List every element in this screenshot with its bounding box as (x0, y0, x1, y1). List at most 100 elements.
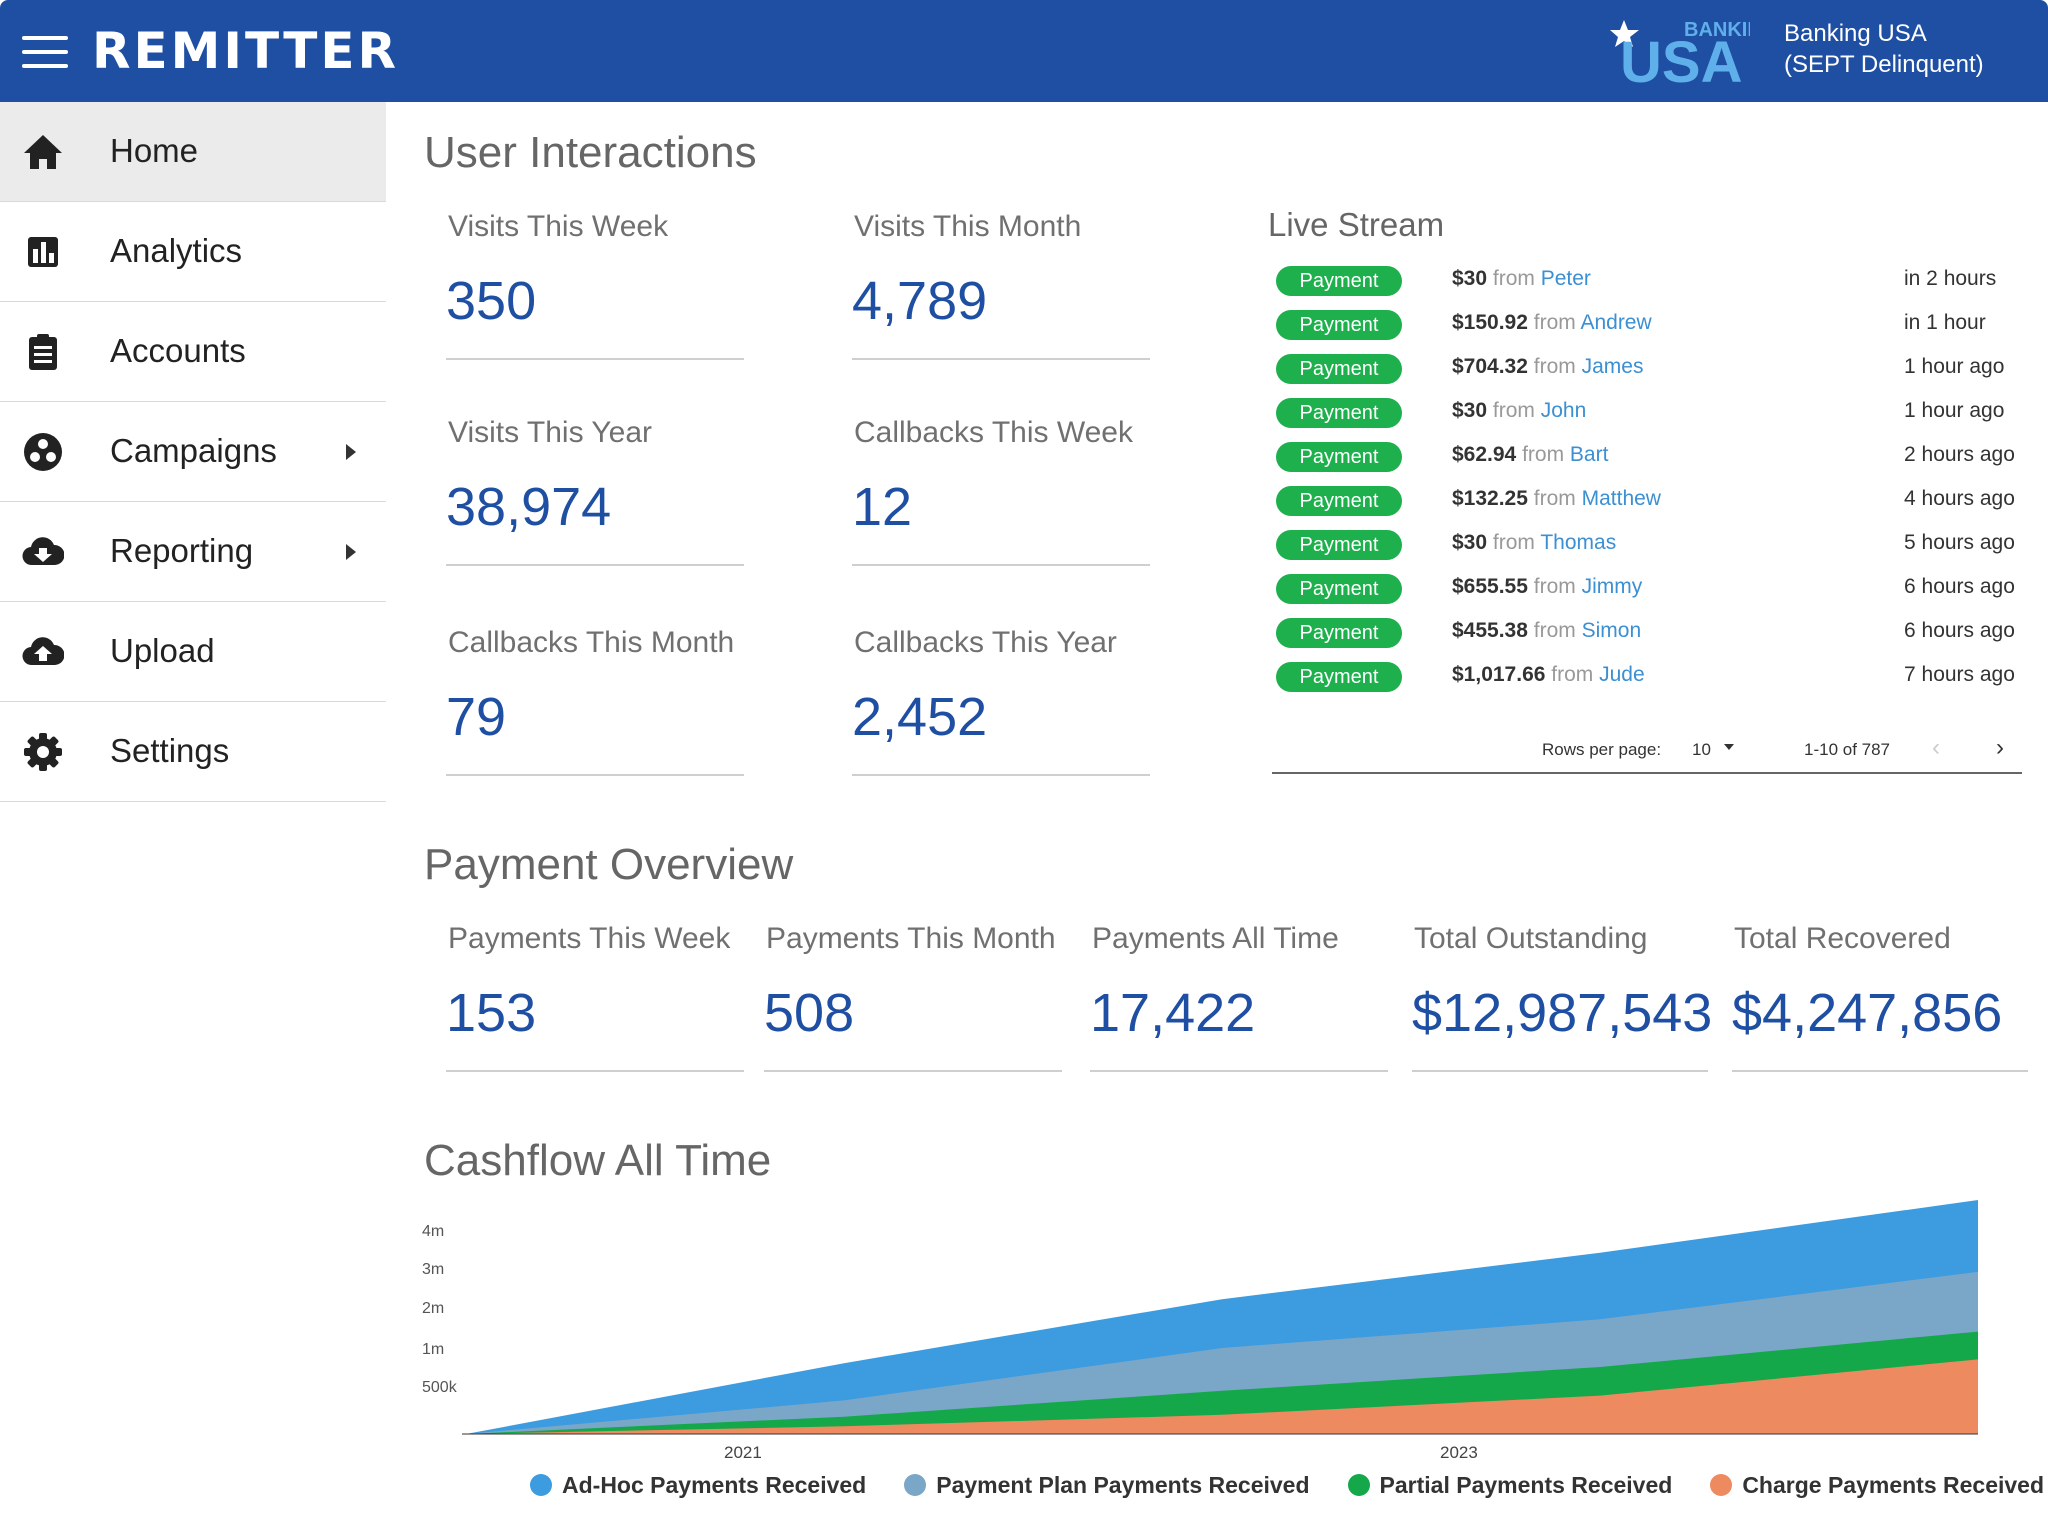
stream-from: from (1533, 619, 1576, 642)
list-item[interactable]: Payment $704.32 from James 1 hour ago (1272, 350, 2022, 394)
rows-per-page-label: Rows per page: (1542, 740, 1662, 759)
list-item[interactable]: Payment $62.94 from Bart 2 hours ago (1272, 438, 2022, 482)
stream-time: 1 hour ago (1904, 355, 2005, 378)
legend-label: Partial Payments Received (1379, 1472, 1673, 1498)
list-item[interactable]: Payment $30 from Thomas 5 hours ago (1272, 526, 2022, 570)
prev-page-button[interactable]: ‹ (1932, 734, 1940, 761)
stream-payer-link[interactable]: James (1581, 355, 1644, 378)
stream-amount: $30 (1452, 399, 1488, 422)
hamburger-menu-icon[interactable] (22, 36, 68, 68)
stat-value: 4,789 (852, 271, 988, 331)
sidebar-item-settings[interactable]: Settings (0, 702, 386, 802)
legend-dot-icon (904, 1474, 927, 1496)
x-tick-label: 2021 (724, 1443, 762, 1462)
list-item[interactable]: Payment $30 from Peter in 2 hours (1272, 262, 2022, 306)
campaign-icon (24, 433, 62, 471)
sidebar-item-home[interactable]: Home (0, 102, 386, 202)
next-page-button[interactable]: › (1996, 734, 2004, 761)
stream-time: 7 hours ago (1904, 663, 2015, 686)
stream-time: 1 hour ago (1904, 399, 2005, 422)
sidebar-item-label: Upload (110, 632, 215, 669)
chart-legend: Ad-Hoc Payments Received Payment Plan Pay… (530, 1472, 2048, 1502)
list-item[interactable]: Payment $455.38 from Simon 6 hours ago (1272, 614, 2022, 658)
stream-from: from (1522, 443, 1565, 466)
legend-dot-icon (1710, 1474, 1733, 1496)
stat-payments-all-time: Payments All Time 17,422 (1090, 922, 1388, 1072)
stat-value: 17,422 (1090, 983, 1256, 1043)
y-tick-label: 1m (422, 1341, 444, 1358)
stat-payments-month: Payments This Month 508 (764, 922, 1062, 1072)
sidebar-item-accounts[interactable]: Accounts (0, 302, 386, 402)
stream-time: in 1 hour (1904, 311, 1986, 334)
stat-label: Visits This Week (448, 210, 669, 243)
pagination-range: 1-10 of 787 (1804, 740, 1891, 759)
stream-text: $30 from Thomas (1452, 531, 1616, 555)
stream-payer-link[interactable]: John (1540, 399, 1587, 422)
stream-payer-link[interactable]: Jimmy (1581, 575, 1643, 598)
stream-payer-link[interactable]: Andrew (1580, 311, 1652, 334)
payment-overview-title: Payment Overview (424, 840, 794, 889)
stat-label: Total Recovered (1734, 922, 1951, 955)
stream-amount: $132.25 (1452, 487, 1528, 510)
sidebar-item-label: Campaigns (110, 432, 277, 469)
sidebar-item-analytics[interactable]: Analytics (0, 202, 386, 302)
list-item[interactable]: Payment $150.92 from Andrew in 1 hour (1272, 306, 2022, 350)
live-stream-title: Live Stream (1268, 206, 1445, 243)
stream-payer-link[interactable]: Bart (1569, 443, 1609, 466)
list-item[interactable]: Payment $30 from John 1 hour ago (1272, 394, 2022, 438)
stat-value: 153 (446, 983, 537, 1043)
sidebar-item-upload[interactable]: Upload (0, 602, 386, 702)
list-item[interactable]: Payment $132.25 from Matthew 4 hours ago (1272, 482, 2022, 526)
sidebar-item-reporting[interactable]: Reporting (0, 502, 386, 602)
sidebar-item-label: Analytics (110, 232, 243, 269)
y-tick-label: 500k (422, 1379, 458, 1396)
table-pagination: Rows per page: 10 1-10 of 787 ‹ › (1272, 724, 2022, 774)
legend-label: Charge Payments Received (1742, 1472, 2045, 1498)
stat-label: Visits This Month (854, 210, 1082, 243)
stream-text: $132.25 from Matthew (1452, 487, 1661, 511)
sidebar-nav: Home Analytics Accounts Campaigns (0, 102, 386, 802)
legend-item[interactable]: Partial Payments Received (1347, 1472, 1673, 1499)
legend-item[interactable]: Charge Payments Received (1710, 1472, 2044, 1499)
stream-payer-link[interactable]: Peter (1540, 267, 1591, 290)
app-header: REMITTER BANKING USA Banking USA (SEPT D… (0, 0, 2048, 102)
stat-label: Total Outstanding (1414, 922, 1648, 955)
stat-payments-week: Payments This Week 153 (446, 922, 744, 1072)
stream-from: from (1533, 355, 1576, 378)
stat-label: Callbacks This Month (448, 626, 735, 659)
legend-item[interactable]: Payment Plan Payments Received (904, 1472, 1310, 1499)
payment-badge: Payment (1276, 266, 1402, 296)
list-item[interactable]: Payment $1,017.66 from Jude 7 hours ago (1272, 658, 2022, 702)
stream-payer-link[interactable]: Jude (1599, 663, 1645, 686)
y-tick-label: 2m (422, 1300, 444, 1317)
stream-time: 2 hours ago (1904, 443, 2015, 466)
gear-icon (24, 733, 62, 771)
payment-badge: Payment (1276, 354, 1402, 384)
stream-payer-link[interactable]: Simon (1581, 619, 1642, 642)
clipboard-icon (29, 334, 57, 370)
legend-item[interactable]: Ad-Hoc Payments Received (530, 1472, 866, 1499)
svg-text:USA: USA (1620, 30, 1742, 86)
rows-per-page-select[interactable]: 10 (1692, 740, 1711, 759)
list-item[interactable]: Payment $655.55 from Jimmy 6 hours ago (1272, 570, 2022, 614)
expand-arrow-icon[interactable] (346, 444, 356, 460)
stat-visits-week: Visits This Week 350 (446, 208, 744, 360)
caret-down-icon[interactable] (1724, 744, 1734, 750)
cloud-upload-icon (22, 637, 64, 666)
y-tick-label: 4m (422, 1223, 444, 1240)
legend-dot-icon (1347, 1474, 1370, 1496)
sidebar-item-campaigns[interactable]: Campaigns (0, 402, 386, 502)
stream-payer-link[interactable]: Matthew (1581, 487, 1661, 510)
stream-amount: $150.92 (1452, 311, 1528, 334)
stream-text: $30 from John (1452, 399, 1586, 423)
client-name[interactable]: Banking USA (SEPT Delinquent) (1784, 18, 1984, 80)
stream-time: 6 hours ago (1904, 575, 2015, 598)
payment-badge: Payment (1276, 618, 1402, 648)
expand-arrow-icon[interactable] (346, 544, 356, 560)
stream-payer-link[interactable]: Thomas (1540, 531, 1617, 554)
stream-text: $1,017.66 from Jude (1452, 663, 1645, 687)
stream-amount: $1,017.66 (1452, 663, 1546, 686)
area-series-4[interactable] (466, 1359, 1978, 1434)
stat-total-recovered: Total Recovered $4,247,856 (1732, 922, 2028, 1072)
stream-amount: $30 (1452, 531, 1488, 554)
